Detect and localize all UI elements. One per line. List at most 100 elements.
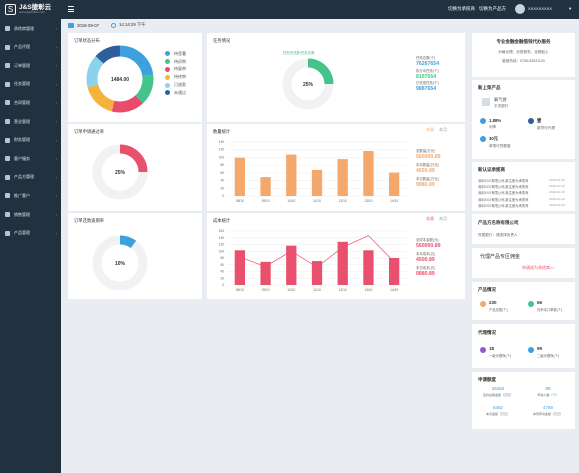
legend-item: 待复审 xyxy=(165,66,186,74)
chevron-down-icon[interactable]: ▾ xyxy=(569,6,572,11)
bar xyxy=(311,261,323,285)
y-tick-label: 140 xyxy=(219,140,225,144)
x-tick-label: 08/10 xyxy=(236,288,244,292)
avatar[interactable] xyxy=(515,4,525,14)
menu-icon xyxy=(5,212,10,217)
stat-item: 已完成任务(个) 9887654 xyxy=(416,80,439,92)
status-icon xyxy=(528,301,534,307)
sidebar-item[interactable]: 客户服务 › xyxy=(0,150,61,167)
status-value: 56 xyxy=(537,300,543,305)
brand-url: www.jsgzhilian.com xyxy=(19,10,46,15)
notice-item[interactable]: 深圳XXX有限公司,新注册为承揽商 xyxy=(478,203,529,208)
stat-item: 总数量(万元) 560000.89 xyxy=(416,148,441,160)
order-status-slice xyxy=(111,95,143,113)
stat-value: 560000.89 xyxy=(416,243,441,249)
switch-product-link[interactable]: 切换为产品方 xyxy=(479,6,506,11)
agent-status-panel: 代理情况 18 一级代理商(个) 99 二级代理商(个) xyxy=(472,324,575,368)
x-tick-label: 09/10 xyxy=(262,288,270,292)
legend-swatch xyxy=(165,74,170,80)
sidebar-item[interactable]: 合同管理 › xyxy=(0,94,61,111)
task-card: 任务情况 任务完成数/任务总数 25% 任务总数(个) 76267654 执行中任务… xyxy=(207,33,465,122)
legend-item: 待初审 xyxy=(165,58,186,66)
stat-label: 新贷可代理 xyxy=(537,126,555,130)
chevron-right-icon: › xyxy=(55,26,57,31)
menu-icon xyxy=(5,137,10,143)
tab-month[interactable]: 本月 xyxy=(439,127,447,132)
stat-item: 任务总数(个) 76267654 xyxy=(416,55,439,67)
bar xyxy=(337,241,348,285)
apply-agent-link[interactable]: 申请成为承揽商>> xyxy=(522,265,555,270)
brand-logo[interactable]: S J&S捷彰云 www.jsgzhilian.com xyxy=(0,0,61,19)
apply-value: 89 xyxy=(545,386,551,391)
bar xyxy=(363,250,374,285)
legend-swatch xyxy=(165,59,170,65)
stat-label: 任务总数(个) xyxy=(416,56,436,60)
y-tick-label: 80 xyxy=(220,163,224,167)
apply-item: 89 申请人数（个） xyxy=(524,386,572,397)
y-tick-label: 100 xyxy=(219,155,225,159)
stat-value: 9887654 xyxy=(416,86,437,92)
menu-icon xyxy=(5,156,10,162)
sidebar-item[interactable]: 推广客户 › xyxy=(0,187,61,204)
stat-item: 本日成本(元) 9880.89 xyxy=(416,265,435,277)
new-product-panel: 新上架产品 氧气贷 平安银行 1.88% 利率 壹新贷可代理 30元 单笔可贷额度 xyxy=(472,80,575,159)
legend-item: 待终审 xyxy=(165,73,186,81)
stat-label: 执行中任务(个) xyxy=(416,68,439,73)
legend-label: 待签署 xyxy=(174,50,186,56)
sidebar-item[interactable]: 营业管理 › xyxy=(0,113,61,130)
username[interactable]: XXXXXXXXX xyxy=(528,6,553,11)
sidebar-item[interactable]: 财务管理 › xyxy=(0,132,61,149)
sidebar-item-label: 承揽商管理 xyxy=(14,25,34,31)
quantity-bar-chart: 140 120 100 80 60 40 20 0 08/10 09/10 10/10 11/10 12… xyxy=(219,140,407,203)
x-tick-label: 10/10 xyxy=(287,288,295,292)
apply-label: 本月金额（万元） xyxy=(485,412,510,416)
notice-item[interactable]: 深圳XXX有限公司,新注册为承揽商 xyxy=(478,197,529,202)
panel-title: 产品情况 xyxy=(478,287,496,292)
sidebar-item-label: 销售管理 xyxy=(14,211,30,217)
sidebar-item[interactable]: 销售管理 › xyxy=(0,206,61,223)
legend-label: 待终审 xyxy=(174,74,186,80)
apply-label: 申请人数（个） xyxy=(537,393,559,397)
notice-item[interactable]: 深圳XXX有限公司,新注册为承揽商 xyxy=(478,191,529,196)
pass-rate-slice xyxy=(119,144,148,173)
y-tick-label: 20 xyxy=(220,186,224,190)
sidebar-item[interactable]: 承揽商管理 › xyxy=(0,20,61,37)
status-label: 二级代理商(个) xyxy=(537,354,559,358)
chevron-right-icon: › xyxy=(55,156,57,162)
tab-week[interactable]: 本周 xyxy=(426,216,434,221)
current-date: 2018-09-07 xyxy=(77,22,99,28)
sidebar-item[interactable]: 产品管理 › xyxy=(0,225,61,242)
notice-item[interactable]: 深圳XXX有限公司,新注册为承揽商 xyxy=(478,185,529,190)
status-value: 99 xyxy=(537,346,543,351)
tab-month[interactable]: 本月 xyxy=(439,216,447,221)
sidebar-item[interactable]: 产品方管理 › xyxy=(0,169,61,186)
panel-title: 代理产品专区佣金 xyxy=(480,254,521,260)
current-time: 14:14:29 下午 xyxy=(118,22,146,27)
switch-contractor-link[interactable]: 切换为承揽商 xyxy=(448,6,475,11)
menu-icon xyxy=(5,44,10,50)
x-tick-label: 11/10 xyxy=(313,199,321,203)
x-tick-label: 10/10 xyxy=(287,199,295,203)
chevron-right-icon: › xyxy=(55,230,57,236)
sidebar-item[interactable]: 订单管理 › xyxy=(0,57,61,74)
company-slogan: 价格合理，优质服务，全程贴心 xyxy=(498,50,549,54)
sidebar-item-label: 客户服务 xyxy=(14,155,30,161)
status-icon xyxy=(480,301,486,307)
card-title: 任务情况 xyxy=(213,38,231,43)
notice-date: 2018-10-10 xyxy=(549,178,565,182)
task-donut: 25% xyxy=(282,58,334,110)
company-phone: 营销热线：0755-83531120 xyxy=(502,59,545,63)
series-line xyxy=(239,235,395,268)
stat-label: 总成本金额(元) xyxy=(416,238,439,242)
y-tick-label: 60 xyxy=(220,171,224,175)
sidebar-item[interactable]: 产品代理 › xyxy=(0,39,61,56)
legend-swatch xyxy=(165,51,170,57)
notice-item[interactable]: 深圳XXX有限公司,新注册为承揽商 xyxy=(478,179,529,183)
x-tick-label: 08/10 xyxy=(236,199,244,203)
cost-bar-chart: 160 140 120 100 80 60 40 20 0 08/10 09/10 10/10 11/1… xyxy=(219,229,407,292)
legend-item: 待签署 xyxy=(165,50,186,58)
menu-toggle-icon[interactable] xyxy=(68,6,74,12)
tab-week[interactable]: 本周 xyxy=(426,127,434,132)
sidebar-item[interactable]: 任务管理 › xyxy=(0,76,61,93)
legend-label: 待复审 xyxy=(174,66,186,72)
